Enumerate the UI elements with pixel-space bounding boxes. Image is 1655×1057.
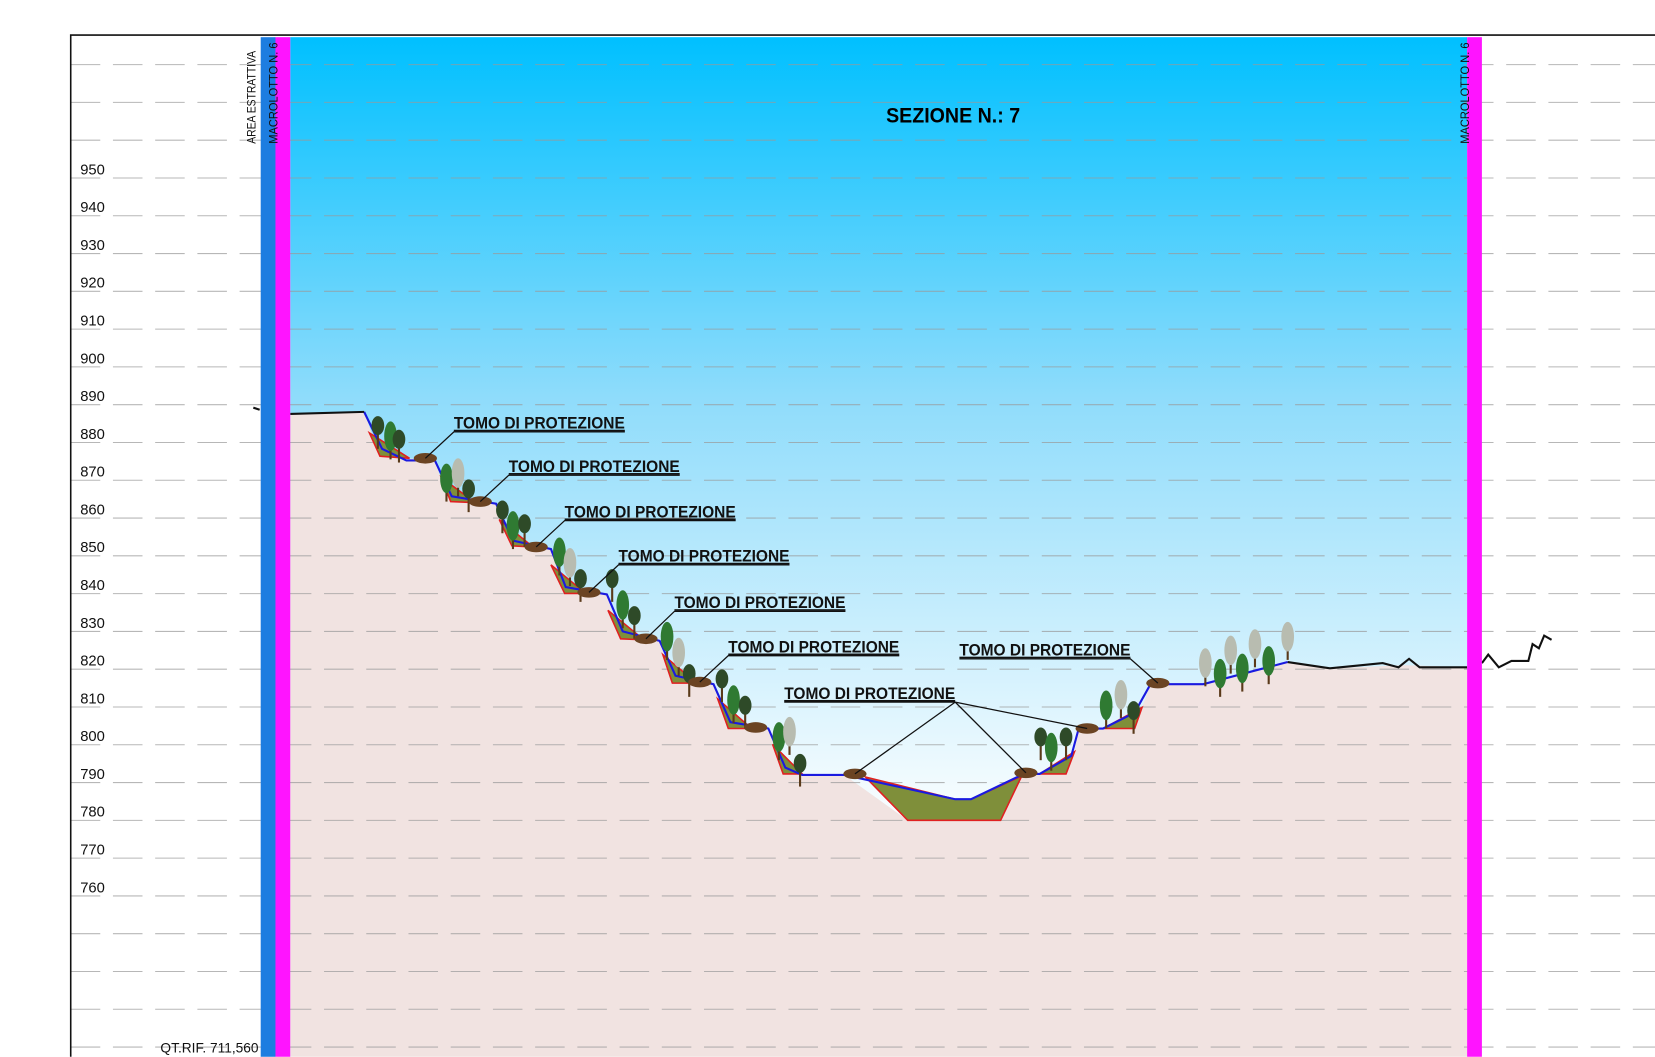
frame (69, 34, 1655, 1057)
annotation: TOMO DI PROTEZIONE (454, 414, 625, 433)
tree (371, 416, 385, 436)
tree (1235, 653, 1249, 684)
tree (628, 606, 641, 626)
elevation-label: 800 (80, 729, 105, 745)
tree (440, 463, 453, 494)
elevation-label: 780 (80, 805, 105, 821)
leader-line (854, 701, 956, 775)
tree (1127, 701, 1140, 721)
leader-line (959, 658, 1159, 684)
elevation-label: 890 (80, 389, 105, 405)
tree (1099, 690, 1113, 721)
leader-line (424, 431, 625, 459)
tree (1044, 732, 1058, 763)
area-bar (260, 37, 276, 1057)
elevation-label: 940 (80, 200, 105, 216)
protection-mound (744, 722, 768, 733)
tree (1248, 629, 1262, 659)
leader-line (954, 701, 1027, 774)
profile-existing (252, 406, 1553, 670)
elevation-label: 910 (80, 314, 105, 330)
elevation-label: 770 (80, 843, 105, 859)
annotation: TOMO DI PROTEZIONE (619, 547, 790, 566)
tree (1199, 648, 1212, 678)
tree (672, 637, 686, 668)
elevation-label: 840 (80, 578, 105, 594)
annotation: TOMO DI PROTEZIONE (959, 641, 1130, 660)
tree (660, 621, 674, 652)
tree (451, 458, 465, 488)
elevation-label: 950 (80, 162, 105, 178)
tree (1059, 727, 1073, 747)
elevation-label: 790 (80, 767, 105, 783)
elevation-label: 810 (80, 691, 105, 707)
leader-line (479, 474, 680, 503)
tree (496, 500, 509, 520)
elevation-label: 820 (80, 654, 105, 670)
elevation-label: 860 (80, 502, 105, 518)
tree (715, 669, 729, 689)
elevation-label: 850 (80, 540, 105, 556)
tree (392, 429, 406, 449)
macrolotto-bar (275, 37, 291, 1057)
tree (1262, 646, 1276, 676)
annotation: TOMO DI PROTEZIONE (784, 684, 955, 703)
tree (616, 590, 630, 620)
tree (462, 479, 475, 499)
tree (727, 685, 740, 715)
tree (738, 695, 752, 715)
annotation: TOMO DI PROTEZIONE (509, 457, 680, 476)
tree (1034, 727, 1048, 747)
annotation: TOMO DI PROTEZIONE (728, 638, 899, 657)
reference-level: QT.RIF. 711,560 (160, 1041, 258, 1056)
leader-line (535, 519, 736, 548)
tree (793, 753, 807, 773)
elevation-label: 760 (80, 880, 105, 896)
tree (506, 511, 520, 541)
leader-line (645, 610, 846, 640)
tree (772, 722, 786, 752)
tree (1213, 658, 1227, 689)
leader-line (588, 564, 790, 593)
title: SEZIONE N.: 7 (886, 105, 1020, 128)
tree (1114, 679, 1128, 710)
leader-line (699, 655, 900, 683)
annotation: TOMO DI PROTEZIONE (674, 593, 845, 612)
trees (371, 416, 1295, 787)
tree (574, 569, 587, 589)
elevation-label: 930 (80, 238, 105, 254)
elevation-label: 830 (80, 616, 105, 632)
tree (518, 514, 531, 534)
vertical-label: MACROLOTTO N. 6 (268, 42, 281, 143)
tree (553, 537, 566, 568)
tree (1224, 635, 1238, 666)
tree (1281, 621, 1295, 652)
vertical-label: MACROLOTTO N. 6 (1459, 42, 1472, 143)
macrolotto-bar (1467, 37, 1482, 1057)
tree (783, 716, 796, 747)
vertical-label: AREA ESTRATTIVA (245, 51, 258, 144)
leader-lines (424, 431, 1159, 775)
elevation-label: 900 (80, 351, 105, 367)
elevation-label: 920 (80, 276, 105, 292)
annotation: TOMO DI PROTEZIONE (565, 502, 736, 521)
tree (605, 569, 619, 589)
tree (563, 548, 577, 578)
elevation-label: 870 (80, 465, 105, 481)
leader-line (955, 701, 1088, 730)
protection-mound (1146, 677, 1170, 689)
elevation-label: 880 (80, 427, 105, 443)
